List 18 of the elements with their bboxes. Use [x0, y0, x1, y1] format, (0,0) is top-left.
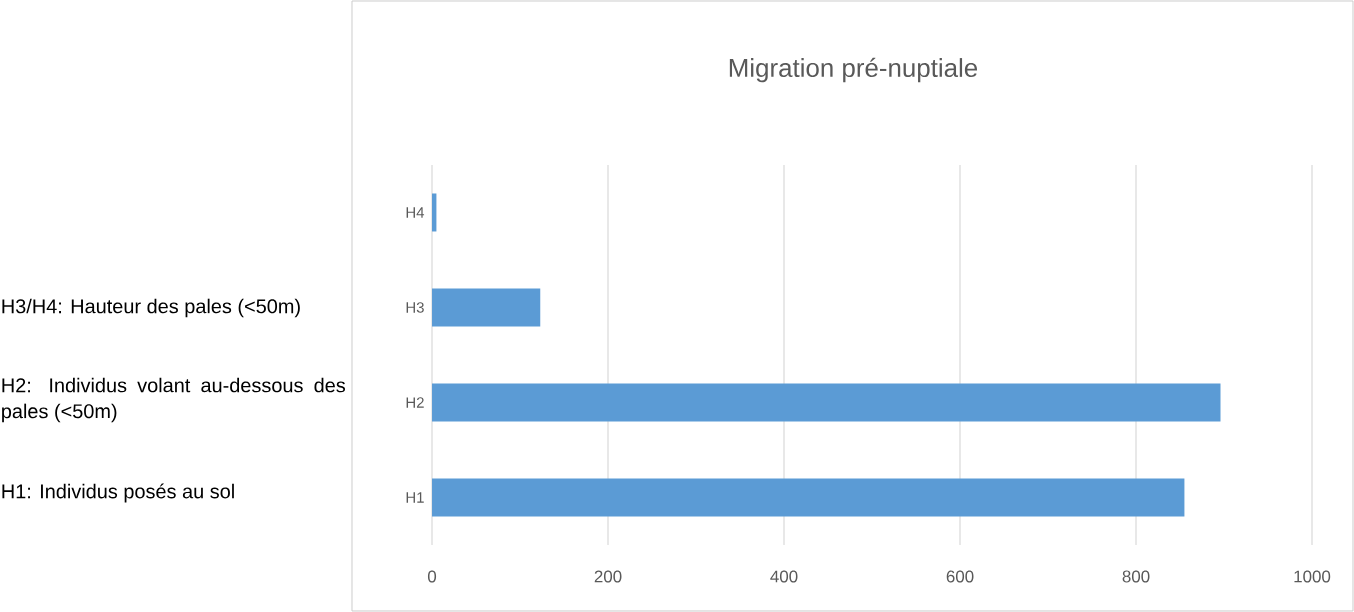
y-tick-label: H4 — [406, 207, 425, 218]
bar — [432, 288, 541, 327]
y-tick-label: H2 — [406, 397, 424, 408]
bar — [432, 193, 437, 232]
text: H2: Individus volant au-dessous des pales (<50m) — [2, 377, 346, 423]
text: H1: Individus posés au sol — [2, 483, 234, 503]
y-tick-label: H1 — [406, 492, 424, 503]
x-tick-label: 800 — [1122, 570, 1150, 583]
text: H3/H4: Hauteur des pales (<50m) — [2, 298, 300, 318]
chart-title: Migration pré-nuptiale — [729, 57, 978, 83]
bar — [432, 383, 1221, 422]
x-tick-label: 600 — [946, 570, 974, 583]
x-tick-label: 400 — [770, 570, 798, 583]
bar — [432, 478, 1185, 517]
x-tick-label: 200 — [594, 570, 622, 583]
y-tick-label: H3 — [406, 302, 424, 313]
x-tick-label: 1000 — [1294, 570, 1331, 583]
x-tick-label: 0 — [427, 570, 437, 583]
